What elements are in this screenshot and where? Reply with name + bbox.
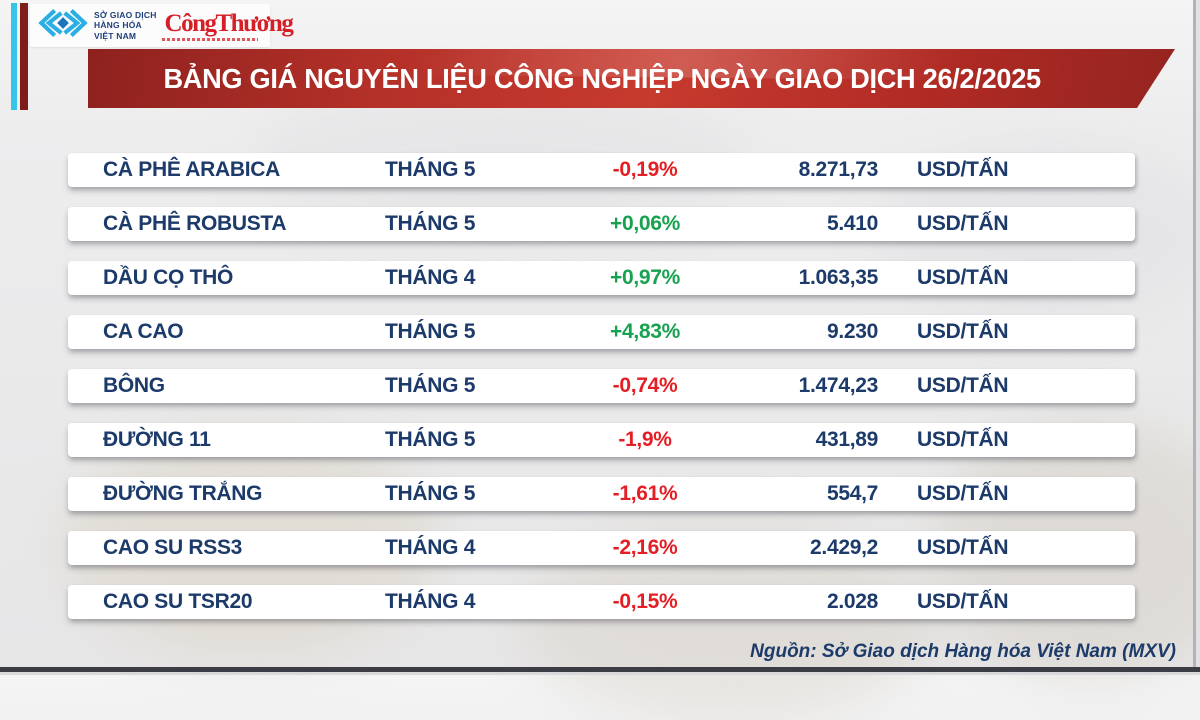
commodity-name: ĐƯỜNG TRẮNG <box>103 482 263 505</box>
mxv-logo-text: SỞ GIAO DỊCH HÀNG HÓA VIỆT NAM <box>94 10 157 41</box>
page-title: BẢNG GIÁ NGUYÊN LIỆU CÔNG NGHIỆP NGÀY GI… <box>163 62 1042 94</box>
change-percent: -0,19% <box>612 158 678 181</box>
price-unit: USD/TẤN <box>917 158 1009 181</box>
change-percent: -0,74% <box>612 374 678 397</box>
change-percent: +0,06% <box>609 212 680 235</box>
contract-month: THÁNG 4 <box>385 536 476 559</box>
frame-edge <box>1193 0 1196 675</box>
title-banner: BẢNG GIÁ NGUYÊN LIỆU CÔNG NGHIỆP NGÀY GI… <box>88 49 1175 108</box>
price-value: 2.028 <box>826 590 878 613</box>
commodity-name: DẦU CỌ THÔ <box>103 266 233 289</box>
contract-month: THÁNG 5 <box>385 482 476 505</box>
price-unit: USD/TẤN <box>917 536 1009 559</box>
change-percent: +0,97% <box>609 266 680 289</box>
change-percent: -1,61% <box>612 482 678 505</box>
table-row: ĐƯỜNG TRẮNG THÁNG 5 -1,61% 554,7 USD/TẤN <box>68 477 1135 511</box>
table-row: CAO SU RSS3 THÁNG 4 -2,16% 2.429,2 USD/T… <box>68 531 1135 565</box>
price-value: 431,89 <box>815 428 879 451</box>
frame-bottom-bar <box>0 667 1200 672</box>
accent-stripe-cyan <box>11 3 17 110</box>
price-value: 8.271,73 <box>798 158 879 181</box>
price-value: 554,7 <box>826 482 878 505</box>
price-unit: USD/TẤN <box>917 266 1009 289</box>
contract-month: THÁNG 5 <box>385 158 476 181</box>
table-row: CAO SU TSR20 THÁNG 4 -0,15% 2.028 USD/TẤ… <box>68 585 1135 619</box>
commodity-name: CA CAO <box>103 320 184 343</box>
congthuong-tagline-rule <box>162 38 258 41</box>
price-unit: USD/TẤN <box>917 212 1009 235</box>
change-percent: -0,15% <box>612 590 678 613</box>
table-row: ĐƯỜNG 11 THÁNG 5 -1,9% 431,89 USD/TẤN <box>68 423 1135 457</box>
price-unit: USD/TẤN <box>917 590 1009 613</box>
contract-month: THÁNG 4 <box>385 590 476 613</box>
price-value: 9.230 <box>826 320 878 343</box>
table-row: CA CAO THÁNG 5 +4,83% 9.230 USD/TẤN <box>68 315 1135 349</box>
change-percent: +4,83% <box>609 320 680 343</box>
change-percent: -2,16% <box>612 536 678 559</box>
price-unit: USD/TẤN <box>917 374 1009 397</box>
contract-month: THÁNG 5 <box>385 320 476 343</box>
price-unit: USD/TẤN <box>917 320 1009 343</box>
commodity-name: CAO SU TSR20 <box>103 590 253 613</box>
price-value: 1.063,35 <box>798 266 879 289</box>
price-unit: USD/TẤN <box>917 482 1009 505</box>
contract-month: THÁNG 5 <box>385 212 476 235</box>
contract-month: THÁNG 5 <box>385 428 476 451</box>
congthuong-logo: CôngThương <box>164 10 294 37</box>
table-row: CÀ PHÊ ARABICA THÁNG 5 -0,19% 8.271,73 U… <box>68 153 1135 187</box>
table-row: CÀ PHÊ ROBUSTA THÁNG 5 +0,06% 5.410 USD/… <box>68 207 1135 241</box>
price-value: 5.410 <box>826 212 878 235</box>
commodity-name: CAO SU RSS3 <box>103 536 243 559</box>
commodity-name: BÔNG <box>103 374 165 397</box>
table-row: DẦU CỌ THÔ THÁNG 4 +0,97% 1.063,35 USD/T… <box>68 261 1135 295</box>
commodity-name: CÀ PHÊ ROBUSTA <box>103 212 287 235</box>
logo-plate: SỞ GIAO DỊCH HÀNG HÓA VIỆT NAM CôngThươn… <box>30 4 294 47</box>
change-percent: -1,9% <box>618 428 672 451</box>
price-table: CÀ PHÊ ARABICA THÁNG 5 -0,19% 8.271,73 U… <box>68 153 1135 639</box>
price-value: 2.429,2 <box>810 536 878 559</box>
commodity-name: CÀ PHÊ ARABICA <box>103 158 281 181</box>
frame-edge <box>1196 0 1200 675</box>
source-credit: Nguồn: Sở Giao dịch Hàng hóa Việt Nam (M… <box>750 641 1176 662</box>
commodity-name: ĐƯỜNG 11 <box>103 428 211 451</box>
contract-month: THÁNG 4 <box>385 266 476 289</box>
table-row: BÔNG THÁNG 5 -0,74% 1.474,23 USD/TẤN <box>68 369 1135 403</box>
accent-stripe-maroon <box>20 3 28 110</box>
price-unit: USD/TẤN <box>917 428 1009 451</box>
frame-edge <box>0 672 1200 675</box>
mxv-logo-icon <box>38 6 88 45</box>
contract-month: THÁNG 5 <box>385 374 476 397</box>
price-value: 1.474,23 <box>798 374 879 397</box>
